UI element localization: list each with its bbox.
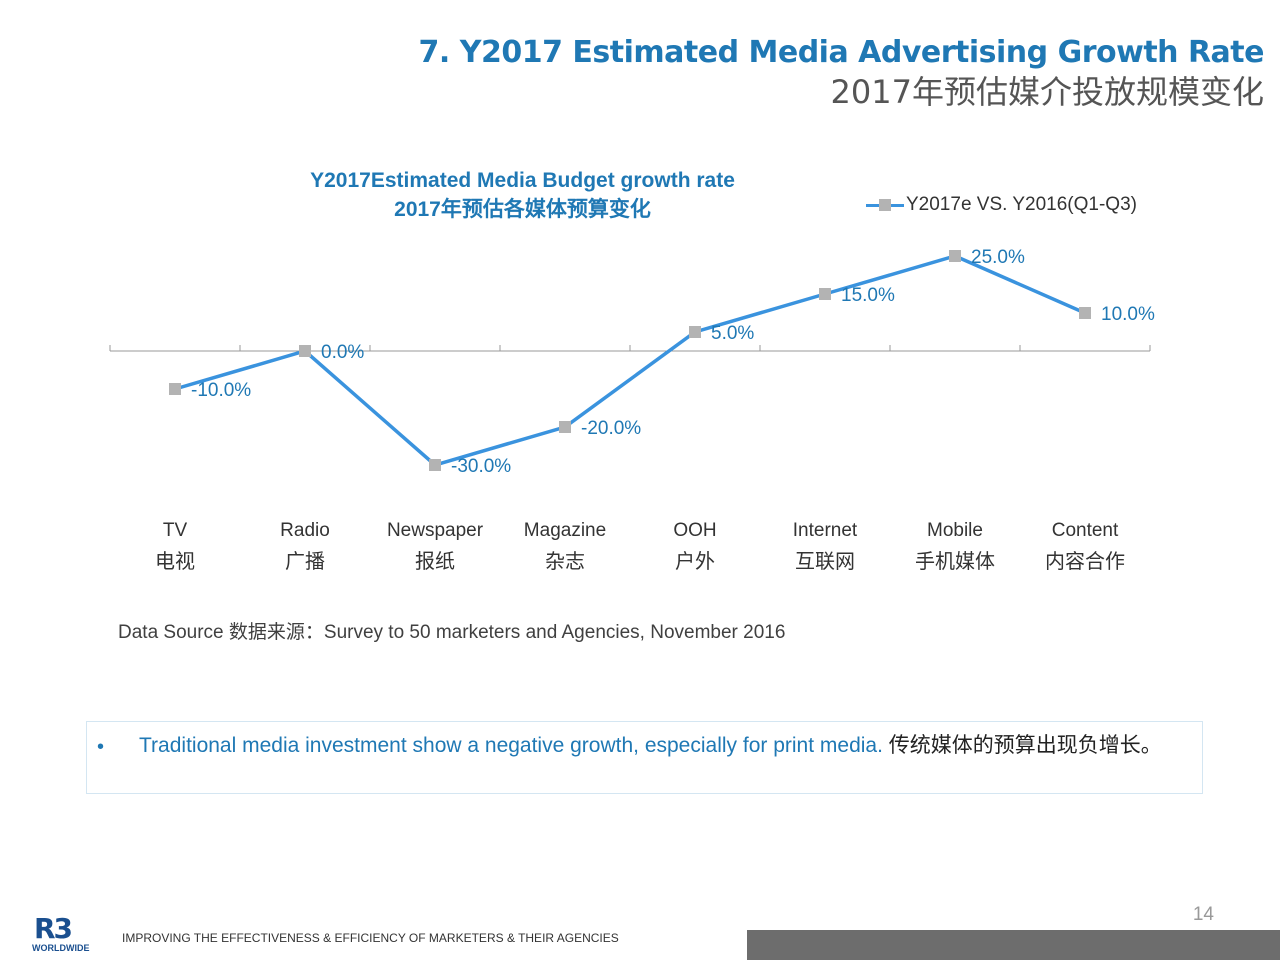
insight-text-cn: 传统媒体的预算出现负增长。: [882, 734, 1162, 757]
legend-line-marker-icon: [866, 193, 904, 217]
legend-series-label: Y2017e VS. Y2016(Q1-Q3): [906, 194, 1137, 215]
data-label: -10.0%: [191, 380, 251, 401]
data-source: Data Source 数据来源：Survey to 50 marketers …: [118, 622, 786, 643]
x-tick-label-en: Mobile: [927, 520, 983, 541]
x-tick-label-cn: 电视: [155, 549, 195, 573]
data-point-marker: [299, 345, 311, 357]
chart-legend: Y2017e VS. Y2016(Q1-Q3): [866, 193, 1137, 217]
x-tick-label-en: Newspaper: [387, 520, 484, 541]
data-point-marker: [559, 421, 571, 433]
data-label: 15.0%: [841, 285, 895, 306]
data-label: 10.0%: [1101, 304, 1155, 325]
chart-title-en: Y2017Estimated Media Budget growth rate: [310, 169, 735, 192]
data-point-marker: [169, 383, 181, 395]
x-tick-label-cn: 报纸: [415, 549, 455, 573]
x-tick-label-en: Magazine: [524, 520, 606, 541]
x-tick-label-cn: 手机媒体: [915, 549, 995, 573]
slide-title: 7. Y2017 Estimated Media Advertising Gro…: [418, 34, 1265, 112]
insight-box: • Traditional media investment show a ne…: [86, 721, 1203, 794]
chart-title-cn: 2017年预估各媒体预算变化: [394, 198, 651, 221]
page-number: 14: [1192, 904, 1214, 925]
x-tick-label-en: TV: [163, 520, 188, 541]
r3-logo-glyph: R3: [34, 912, 73, 945]
data-label: 5.0%: [711, 323, 754, 344]
data-label: 25.0%: [971, 247, 1025, 268]
data-point-marker: [1079, 307, 1091, 319]
x-tick-label-en: Radio: [280, 520, 330, 541]
x-tick-label-cn: 户外: [675, 549, 715, 573]
insight-text: Traditional media investment show a nega…: [139, 731, 1187, 760]
r3-logo-sub: WORLDWIDE: [32, 943, 90, 953]
data-label: 0.0%: [321, 342, 364, 363]
x-tick-label-en: Internet: [793, 520, 858, 541]
series-line: [174, 254, 1086, 467]
insight-text-en: Traditional media investment show a nega…: [139, 734, 883, 757]
x-tick-label-cn: 互联网: [795, 549, 855, 573]
x-tick-label-en: Content: [1052, 520, 1119, 541]
data-point-marker: [689, 326, 701, 338]
x-tick-label-cn: 广播: [285, 549, 325, 573]
slide-title-en: 7. Y2017 Estimated Media Advertising Gro…: [418, 35, 1265, 70]
data-label: -20.0%: [581, 418, 641, 439]
slide-title-cn: 2017年预估媒介投放规模变化: [830, 73, 1264, 111]
x-tick-label-cn: 内容合作: [1045, 549, 1125, 573]
data-point-marker: [949, 250, 961, 262]
chart-title: Y2017Estimated Media Budget growth rate …: [240, 166, 805, 224]
x-tick-label-en: OOH: [673, 520, 716, 541]
footer-bar: [747, 930, 1280, 960]
r3-logo: R3 WORLDWIDE: [30, 914, 100, 954]
x-tick-label-cn: 杂志: [545, 549, 585, 573]
data-label: -30.0%: [451, 456, 511, 477]
bullet-icon: •: [97, 736, 105, 758]
footer-tagline: IMPROVING THE EFFECTIVENESS & EFFICIENCY…: [122, 931, 619, 945]
data-point-marker: [429, 459, 441, 471]
data-point-marker: [819, 288, 831, 300]
